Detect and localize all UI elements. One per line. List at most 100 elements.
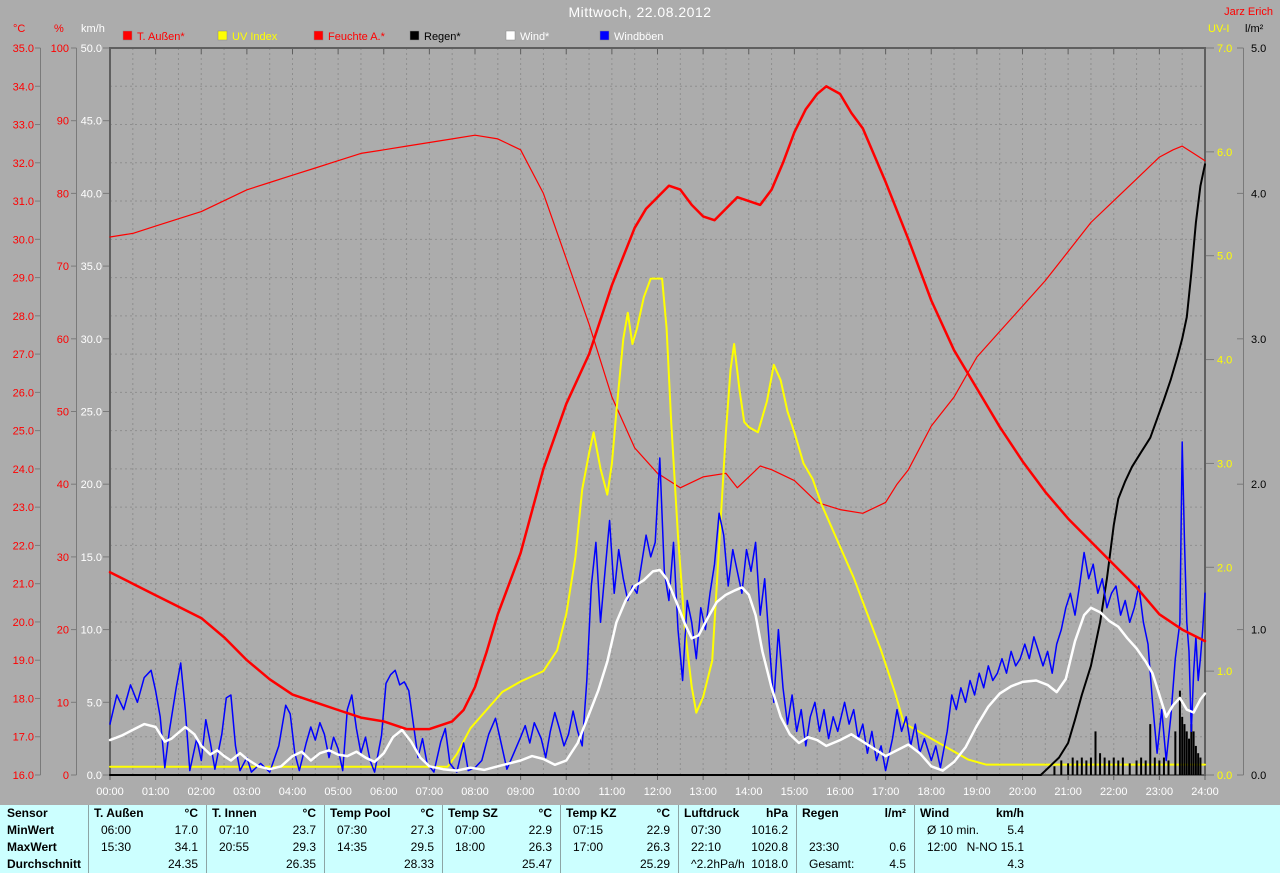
table-column-header: Temp Pool °C	[325, 805, 442, 822]
rain-interval-bar	[1167, 760, 1170, 775]
wind-axis-tick-label: 50.0	[81, 43, 102, 55]
uv-axis-tick-label: 0.0	[1217, 770, 1232, 782]
table-cell-min: 07:00 22.9	[443, 822, 560, 839]
legend-item-label: Feuchte A.*	[328, 31, 386, 43]
uv-axis-tick-label: 3.0	[1217, 458, 1232, 470]
x-tick-label: 09:00	[507, 786, 535, 798]
x-tick-label: 20:00	[1009, 786, 1037, 798]
temp-axis-tick-label: 33.0	[13, 120, 34, 132]
sensor-name: Temp KZ	[566, 806, 617, 820]
table-cell-min: 06:00 17.0	[89, 822, 206, 839]
window-bottom-strip	[0, 873, 1280, 881]
x-tick-label: 21:00	[1054, 786, 1082, 798]
cell-time: 07:15	[573, 823, 604, 837]
uv-axis-tick-label: 4.0	[1217, 355, 1232, 367]
rain-interval-bar	[1121, 757, 1124, 775]
uv-axis-tick-label: 2.0	[1217, 562, 1232, 574]
rain-interval-bar	[1178, 690, 1181, 775]
rain-interval-bar	[1076, 760, 1079, 775]
table-row-label-column: Sensor MinWert MaxWert Durchschnitt	[0, 805, 88, 873]
rain-interval-bar	[1190, 724, 1193, 775]
humidity-axis-tick-label: 30	[57, 552, 69, 564]
table-column-temp-sz: Temp SZ °C 07:00 22.9 18:00 26.3 25.47	[442, 805, 560, 873]
cell-time: 20:55	[219, 840, 250, 854]
cell-time: Ø 10 min.	[927, 823, 980, 837]
rain-axis-tick-label: 2.0	[1251, 479, 1266, 491]
temp-axis-tick-label: 25.0	[13, 426, 34, 438]
humidity-axis-tick-label: 40	[57, 479, 69, 491]
rain-interval-bar	[1174, 731, 1177, 775]
temp-axis-tick-label: 23.0	[13, 502, 34, 514]
x-tick-label: 13:00	[689, 786, 717, 798]
table-cell-max: 23:30 0.6	[797, 839, 914, 856]
legend-swatch-wind-	[505, 30, 516, 41]
table-column-temp-pool: Temp Pool °C 07:30 27.3 14:35 29.5 28.33	[324, 805, 442, 873]
rain-interval-bar	[1067, 763, 1070, 775]
legend-swatch-uv-index	[217, 30, 228, 41]
axis-header-temp: °C	[13, 23, 26, 35]
cell-value: 25.47	[521, 857, 552, 871]
sensor-unit: °C	[420, 806, 434, 820]
rain-interval-bar	[1185, 731, 1188, 775]
cell-value: 23.7	[292, 823, 316, 837]
table-cell-max: 18:00 26.3	[443, 839, 560, 856]
cell-time: 22:10	[691, 840, 722, 854]
cell-value: 5.4	[1007, 823, 1024, 837]
sensor-name: Regen	[802, 806, 839, 820]
cell-value: 0.6	[889, 840, 906, 854]
table-column-temp-kz: Temp KZ °C 07:15 22.9 17:00 26.3 25.29	[560, 805, 678, 873]
humidity-axis-tick-label: 50	[57, 407, 69, 419]
rain-axis-tick-label: 5.0	[1251, 43, 1266, 55]
uv-axis-tick-label: 7.0	[1217, 43, 1232, 55]
wind-axis-tick-label: 35.0	[81, 261, 102, 273]
x-tick-label: 12:00	[644, 786, 672, 798]
temp-axis-tick-label: 27.0	[13, 349, 34, 361]
series-t-au-en	[108, 85, 1207, 731]
rain-interval-bar	[1194, 745, 1197, 775]
table-column-header: Regen l/m²	[797, 805, 914, 822]
cell-time: 23:30	[809, 840, 840, 854]
table-cell-min: Ø 10 min. 5.4	[915, 822, 1032, 839]
rain-interval-bar	[1188, 738, 1191, 775]
humidity-axis-tick-label: 100	[51, 43, 69, 55]
x-tick-label: 06:00	[370, 786, 398, 798]
rain-interval-bar	[1158, 760, 1161, 775]
temp-axis-tick-label: 21.0	[13, 579, 34, 591]
legend-item-label: Regen*	[424, 31, 461, 43]
sensor-unit: °C	[302, 806, 316, 820]
sensor-name: Luftdruck	[684, 806, 740, 820]
table-row-label: MinWert	[7, 823, 55, 837]
temp-axis-tick-label: 32.0	[13, 158, 34, 170]
x-tick-label: 05:00	[324, 786, 352, 798]
rain-interval-bar	[1183, 724, 1186, 775]
x-tick-label: 10:00	[552, 786, 580, 798]
x-tick-label: 00:00	[96, 786, 124, 798]
sensor-unit: °C	[656, 806, 670, 820]
temp-axis-tick-label: 24.0	[13, 464, 34, 476]
rain-interval-bar	[1060, 760, 1063, 775]
rain-interval-bar	[1089, 757, 1092, 775]
sensor-unit: °C	[184, 806, 198, 820]
temp-axis-tick-label: 17.0	[13, 732, 34, 744]
rain-interval-bar	[1094, 731, 1097, 775]
cell-value: 17.0	[174, 823, 198, 837]
table-column-t-au-en: T. Außen °C 06:00 17.0 15:30 34.1 24.35	[88, 805, 206, 873]
cell-time: 07:30	[691, 823, 722, 837]
table-column-header: Luftdruck hPa	[679, 805, 796, 822]
rain-interval-bar	[1144, 760, 1147, 775]
table-cell-max: 22:10 1020.8	[679, 839, 796, 856]
table-column-header: Temp KZ °C	[561, 805, 678, 822]
series-wind	[108, 568, 1207, 772]
chart-canvas: 35.0 34.0 33.0 32.0 31.0 30.0 29.0 28.0 27.0 26.0…	[13, 30, 1266, 798]
table-cell-avg: 25.29	[561, 856, 678, 873]
humidity-axis-tick-label: 80	[57, 188, 69, 200]
cell-value: 4.5	[889, 857, 906, 871]
sensor-unit: km/h	[995, 806, 1024, 820]
rain-interval-bar	[1085, 760, 1088, 775]
uv-axis-tick-label: 5.0	[1217, 251, 1232, 263]
table-cell-max: 15:30 34.1	[89, 839, 206, 856]
table-column-t-innen: T. Innen °C 07:10 23.7 20:55 29.3 26.35	[206, 805, 324, 873]
axis-header-wind: km/h	[81, 23, 105, 35]
legend-item-label: UV Index	[232, 31, 278, 43]
